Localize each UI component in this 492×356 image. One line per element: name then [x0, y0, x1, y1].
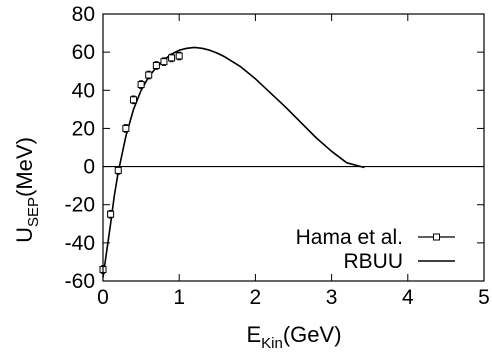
legend-label-rbuu: RBUU: [343, 250, 403, 273]
series-hama-point: [129, 96, 137, 104]
series-hama-point: [145, 71, 153, 79]
series-hama-point: [114, 166, 122, 174]
series-hama-point: [152, 61, 160, 69]
y-tick-label: -60: [65, 270, 95, 293]
series-hama-point: [175, 52, 183, 60]
series-hama-point: [137, 81, 145, 89]
y-tick-label: 20: [72, 117, 95, 140]
series-hama-point: [107, 210, 115, 218]
x-tick-label: 2: [250, 286, 262, 309]
legend-label-hama: Hama et al.: [296, 226, 403, 249]
y-axis-title: USEP(MeV): [12, 137, 42, 243]
y-tick-label: -20: [65, 194, 95, 217]
y-tick-label: -40: [65, 232, 95, 255]
y-tick-label: 80: [72, 3, 95, 26]
plot-frame: [102, 13, 485, 282]
legend: Hama et al. RBUU: [296, 226, 455, 273]
axes: -60 -40 -20 0 20 40 60 80 0 1 2 3 4 5: [65, 3, 490, 309]
x-tick-label: 0: [97, 286, 109, 309]
y-tick-label: 40: [72, 79, 95, 102]
y-tick-label: 0: [83, 156, 95, 179]
x-tick-label: 3: [326, 286, 338, 309]
x-tick-label: 5: [478, 286, 490, 309]
x-tick-label: 1: [173, 286, 185, 309]
legend-marker-hama: [433, 233, 440, 241]
x-tick-label: 4: [402, 286, 414, 309]
series-hama-point: [168, 54, 176, 62]
series-hama-point: [122, 124, 130, 132]
series-hama-point: [160, 58, 168, 66]
y-tick-label: 60: [72, 41, 95, 64]
series-rbuu-line: [102, 46, 365, 278]
plot-area: [99, 46, 365, 278]
x-axis-title: EKin(GeV): [246, 322, 341, 352]
